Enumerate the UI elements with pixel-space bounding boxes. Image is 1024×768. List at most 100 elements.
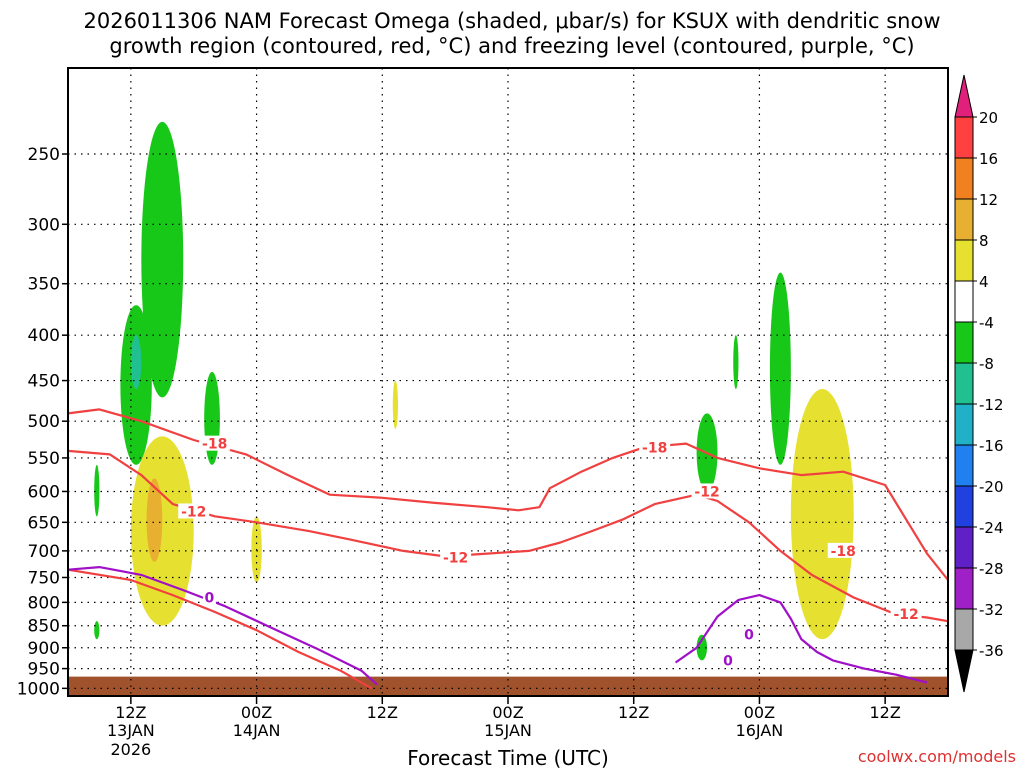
- colorbar-label: 20: [979, 109, 998, 127]
- colorbar: 20 16 12 8 4 -4 -8 -12 -16 -20 -24 -28 -32 -36: [954, 74, 1004, 693]
- colorbar-label: 16: [979, 150, 998, 168]
- y-axis: 2503003504004505005506006507007508008509…: [17, 145, 68, 699]
- x-tick-label-mid: 16JAN: [736, 721, 784, 740]
- contour-label: 0: [723, 653, 733, 669]
- omega-region: [94, 621, 100, 640]
- colorbar-label: 4: [979, 273, 989, 291]
- x-tick-label-top: 12Z: [869, 703, 900, 722]
- colorbar-swatch: [954, 280, 974, 323]
- omega-region: [769, 272, 791, 465]
- x-axis-label: Forecast Time (UTC): [407, 746, 609, 768]
- contour-label-bg: [199, 435, 231, 451]
- contour-label-bg: [178, 503, 210, 519]
- freezing-level-contour: [67, 565, 378, 686]
- x-tick-label-mid: 15JAN: [484, 721, 532, 740]
- x-tick-label-top: 12Z: [115, 703, 146, 722]
- x-tick-label-mid: 13JAN: [107, 721, 155, 740]
- chart-title-line2: growth region (contoured, red, °C) and f…: [109, 34, 914, 58]
- contour-label-bg: [691, 483, 723, 499]
- y-tick-label: 950: [28, 660, 60, 680]
- contour-label: 0: [744, 628, 754, 644]
- contour-label: -18: [202, 437, 227, 453]
- colorbar-label: -36: [979, 642, 1004, 660]
- colorbar-label: 12: [979, 191, 998, 209]
- omega-region: [696, 634, 708, 661]
- dgz-contour-minus12: [67, 449, 949, 623]
- contour-label-bg: [202, 589, 216, 605]
- omega-region: [733, 335, 739, 390]
- y-tick-label: 700: [28, 542, 60, 562]
- contour-label: -12: [893, 607, 918, 623]
- colorbar-label: -28: [979, 560, 1004, 578]
- contour-label: -18: [831, 544, 856, 560]
- x-tick-label-mid: 14JAN: [233, 721, 281, 740]
- colorbar-swatch: [954, 485, 974, 528]
- freezing-level-contour: [674, 593, 928, 684]
- contour-label: 0: [205, 591, 215, 607]
- y-tick-label: 350: [28, 275, 60, 295]
- colorbar-swatch: [954, 362, 974, 405]
- omega-region: [130, 335, 142, 390]
- omega-region: [94, 464, 100, 517]
- contour-lines: [67, 408, 949, 690]
- contour-label-bg: [639, 439, 671, 455]
- grid-lines: [68, 68, 948, 696]
- colorbar-label: -24: [979, 519, 1004, 537]
- y-tick-label: 800: [28, 593, 60, 613]
- colorbar-swatch: [954, 526, 974, 569]
- colorbar-label: -16: [979, 437, 1004, 455]
- colorbar-top-arrow: [954, 74, 974, 118]
- colorbar-label: -4: [979, 314, 994, 332]
- colorbar-swatch: [954, 157, 974, 200]
- colorbar-swatch: [954, 444, 974, 487]
- omega-region: [790, 389, 854, 640]
- omega-shaded-regions: [94, 121, 854, 661]
- contour-label: -12: [694, 484, 719, 500]
- x-tick-label-bottom: 2026: [110, 740, 151, 759]
- y-tick-label: 450: [28, 372, 60, 392]
- contour-label: -12: [443, 550, 468, 566]
- colorbar-swatch: [954, 198, 974, 241]
- colorbar-label: 8: [979, 232, 989, 250]
- chart-title-line1: 2026011306 NAM Forecast Omega (shaded, μ…: [83, 9, 940, 33]
- dgz-contour-minus18: [67, 408, 949, 581]
- contour-label: -18: [642, 440, 667, 456]
- colorbar-swatch: [954, 403, 974, 446]
- y-tick-label: 300: [28, 215, 60, 235]
- contour-label-bg: [890, 606, 922, 622]
- y-tick-label: 650: [28, 513, 60, 533]
- contour-label: -12: [181, 504, 206, 520]
- y-tick-label: 250: [28, 145, 60, 165]
- y-tick-label: 550: [28, 449, 60, 469]
- y-tick-label: 400: [28, 326, 60, 346]
- y-tick-label: 1000: [17, 679, 60, 699]
- x-tick-label-top: 00Z: [492, 703, 523, 722]
- colorbar-swatch: [954, 608, 974, 651]
- contour-label-bg: [440, 549, 472, 565]
- colorbar-label: -32: [979, 601, 1004, 619]
- contour-label-bg: [827, 542, 859, 558]
- y-tick-label: 500: [28, 412, 60, 432]
- omega-region: [146, 478, 163, 562]
- contour-label-bg: [721, 652, 735, 668]
- contour-label-bg: [742, 626, 756, 642]
- y-tick-label: 900: [28, 639, 60, 659]
- colorbar-swatch: [954, 567, 974, 610]
- colorbar-label: -20: [979, 478, 1004, 496]
- dgz-contour-lower: [67, 568, 373, 690]
- colorbar-swatch: [954, 116, 974, 159]
- colorbar-label: -12: [979, 396, 1004, 414]
- x-tick-label-top: 12Z: [618, 703, 649, 722]
- x-tick-label-top: 12Z: [367, 703, 398, 722]
- y-tick-label: 750: [28, 568, 60, 588]
- y-tick-label: 600: [28, 482, 60, 502]
- y-tick-label: 850: [28, 617, 60, 637]
- colorbar-bottom-arrow: [954, 649, 974, 693]
- omega-region: [392, 380, 398, 429]
- x-tick-label-top: 00Z: [744, 703, 775, 722]
- colorbar-label: -8: [979, 355, 994, 373]
- colorbar-swatch: [954, 239, 974, 282]
